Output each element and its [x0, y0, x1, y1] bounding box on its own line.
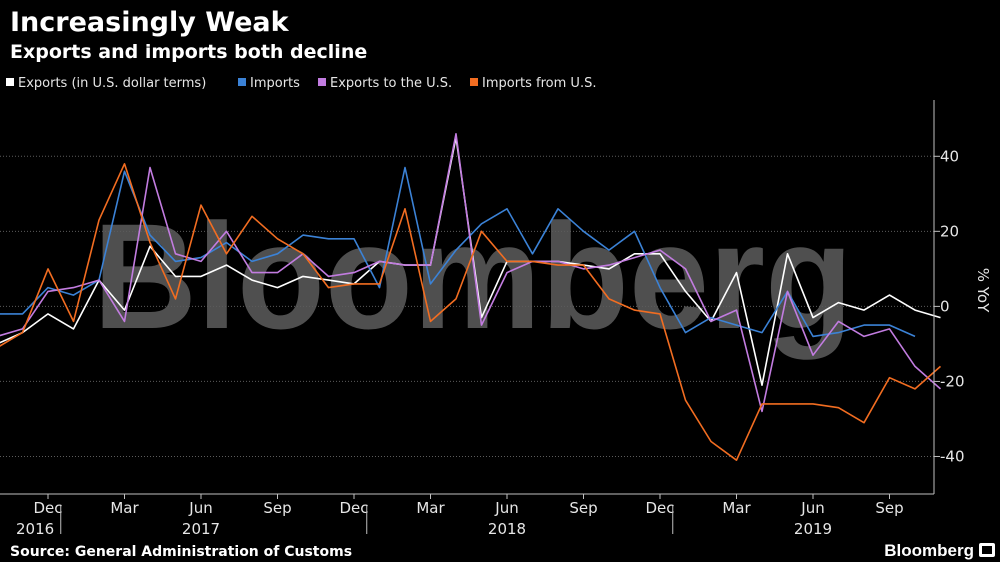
x-axis-ticks: Dec Mar Jun Sep Dec Mar Jun Sep Dec Mar Jun Sep 2016… — [16, 494, 904, 538]
year-label: 2019 — [794, 520, 832, 538]
legend-swatch — [238, 78, 246, 86]
legend: Exports (in U.S. dollar terms) Imports Exp… — [6, 76, 596, 91]
series-lines — [0, 133, 942, 462]
legend-swatch — [6, 78, 14, 86]
x-tick-label: Sep — [875, 499, 903, 517]
legend-label: Imports — [250, 76, 300, 91]
year-label: 2018 — [488, 520, 526, 538]
x-tick-label: Mar — [110, 499, 139, 517]
series-line-2 — [0, 166, 916, 338]
x-tick-label: Mar — [722, 499, 751, 517]
chart-subtitle: Exports and imports both decline — [10, 41, 367, 63]
legend-label: Imports from U.S. — [482, 76, 596, 91]
x-tick-label: Mar — [416, 499, 445, 517]
bloomberg-logo: Bloomberg — [884, 541, 974, 560]
x-tick-label: Jun — [188, 499, 212, 517]
y-axis-ticks: 40 20 0 -20 -40 — [934, 147, 965, 465]
x-tick-label: Dec — [645, 499, 674, 517]
year-label: 2016 — [16, 520, 54, 538]
bloomberg-terminal-icon-screen — [982, 546, 992, 554]
y-axis-label: % YoY — [974, 268, 992, 313]
y-tick-label: 20 — [940, 222, 959, 240]
year-label: 2017 — [182, 520, 220, 538]
x-tick-label: Sep — [263, 499, 291, 517]
legend-swatch — [470, 78, 478, 86]
chart-title: Increasingly Weak — [10, 7, 290, 38]
legend-label: Exports to the U.S. — [330, 76, 452, 91]
watermark: Bloomberg — [93, 192, 853, 360]
x-tick-label: Dec — [339, 499, 368, 517]
x-tick-label: Dec — [33, 499, 62, 517]
x-tick-label: Sep — [569, 499, 597, 517]
legend-swatch — [318, 78, 326, 86]
series-line-3 — [0, 133, 942, 413]
y-tick-label: -20 — [940, 372, 965, 390]
y-tick-label: 40 — [940, 147, 959, 165]
series-line-4 — [0, 163, 942, 462]
y-tick-label: 0 — [940, 297, 950, 315]
x-tick-label: Jun — [494, 499, 518, 517]
source-note: Source: General Administration of Custom… — [10, 544, 352, 560]
legend-label: Exports (in U.S. dollar terms) — [18, 76, 206, 91]
y-tick-label: -40 — [940, 447, 965, 465]
x-tick-label: Jun — [800, 499, 824, 517]
